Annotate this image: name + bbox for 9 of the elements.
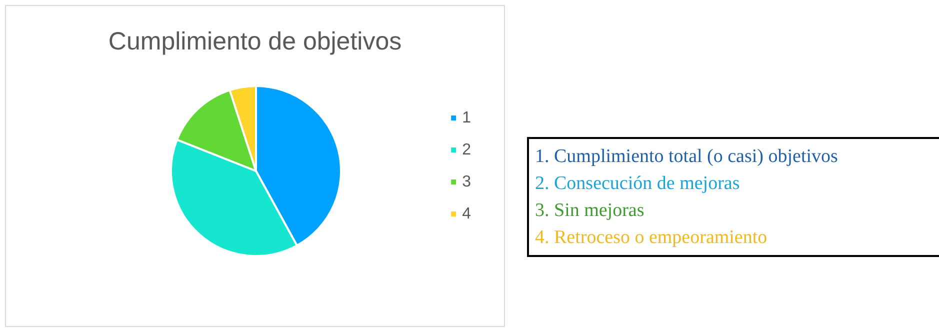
legend-label: 3 [462, 174, 472, 190]
legend-label: 2 [462, 142, 472, 158]
legend-label: 4 [462, 206, 472, 222]
text: 4. Retroceso o empeoramiento [535, 226, 768, 250]
text: 2. Consecución de mejoras [535, 172, 741, 196]
legend-label: 1 [462, 110, 472, 126]
text: 1. Cumplimiento total (o casi) objetivos [535, 145, 839, 169]
text: 3. Sin mejoras [535, 199, 646, 223]
chart-title: Cumplimiento de objetivos [108, 28, 402, 56]
